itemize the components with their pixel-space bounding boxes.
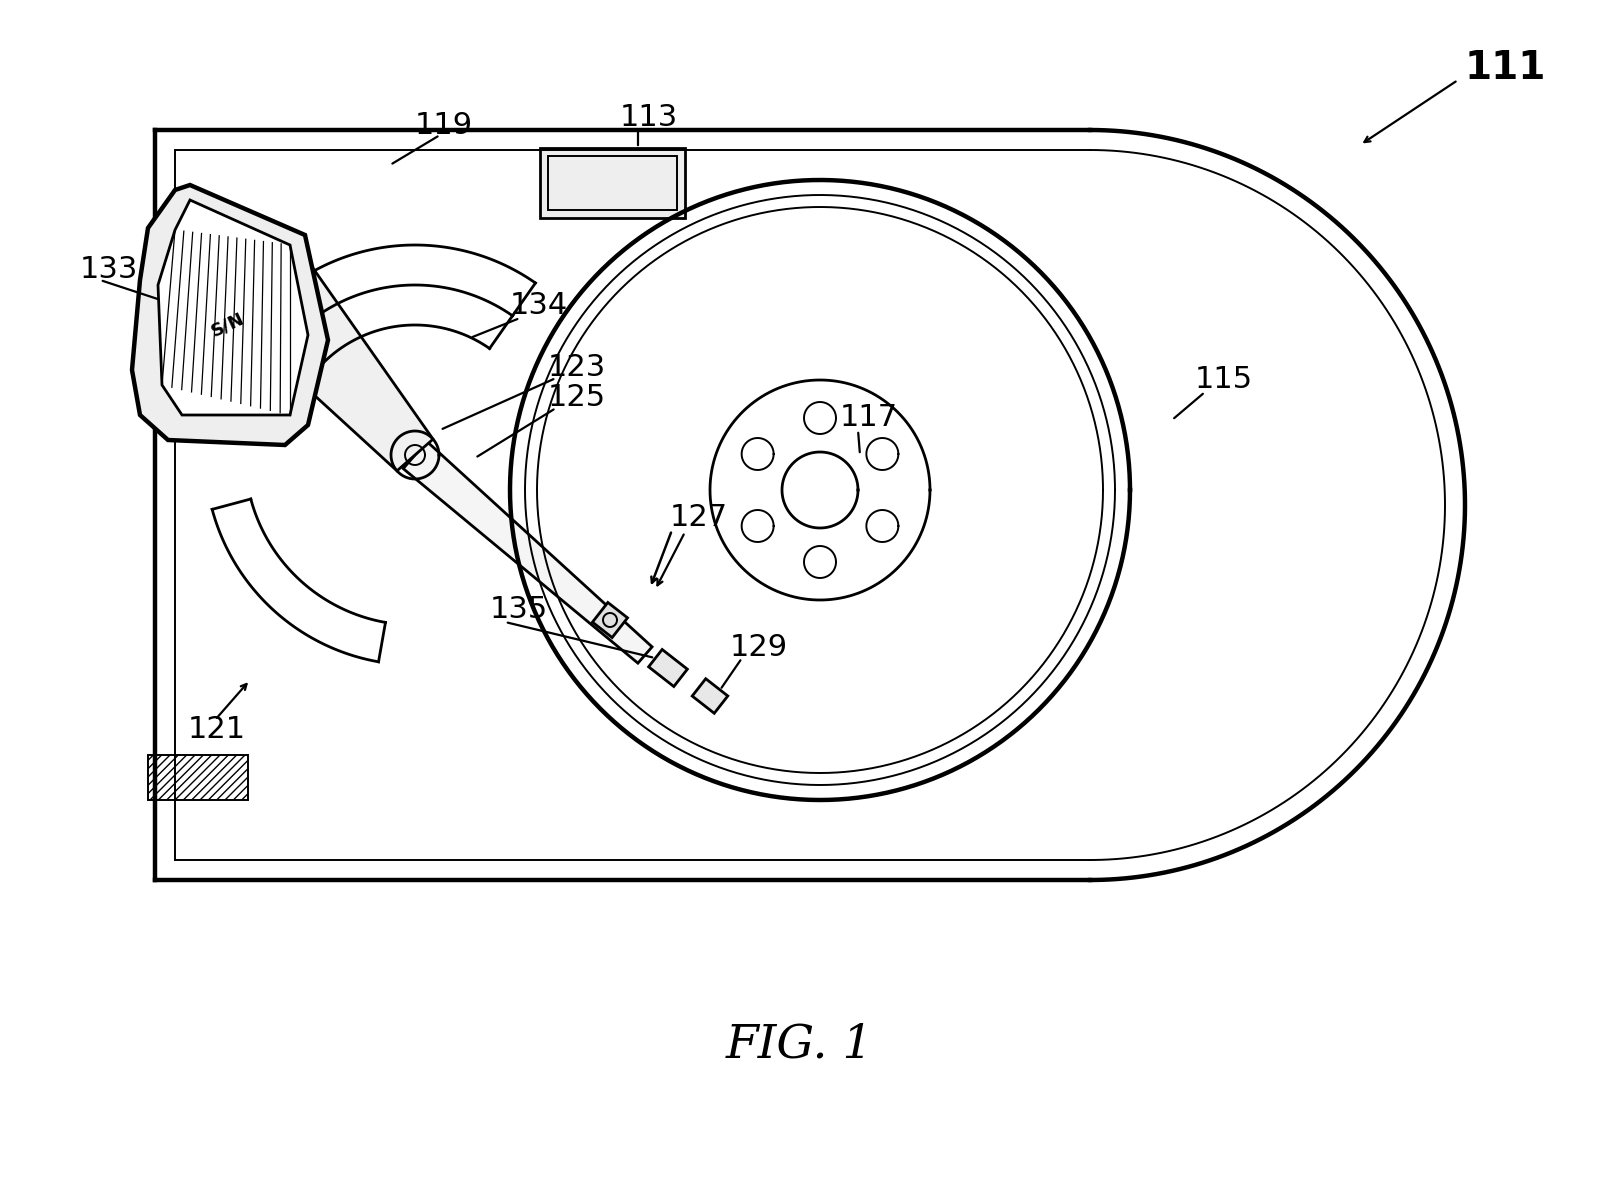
Polygon shape [158,200,307,415]
Text: 121: 121 [187,715,247,745]
Polygon shape [131,185,328,445]
Polygon shape [234,259,432,471]
Text: 119: 119 [415,110,474,140]
Text: 111: 111 [1465,49,1547,87]
Text: 135: 135 [490,595,548,625]
Bar [548,157,677,210]
Text: 117: 117 [841,403,898,433]
Polygon shape [648,650,687,687]
Polygon shape [403,441,652,663]
Text: 115: 115 [1194,365,1254,395]
Text: 133: 133 [80,255,138,285]
Text: FIG. 1: FIG. 1 [727,1022,874,1067]
Text: 123: 123 [548,353,607,383]
Polygon shape [592,602,628,638]
Text: 134: 134 [511,291,568,319]
Text: 125: 125 [548,383,607,413]
Text: 129: 129 [730,633,788,663]
Bar [540,148,685,218]
Polygon shape [147,755,248,801]
Text: 127: 127 [669,504,728,533]
Polygon shape [692,678,728,713]
Text: S/N: S/N [208,310,248,340]
Text: 113: 113 [620,103,679,133]
